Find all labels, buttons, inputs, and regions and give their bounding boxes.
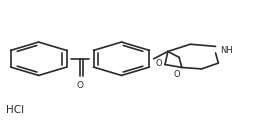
Text: NH: NH [220,46,233,55]
Text: O: O [155,59,162,68]
Text: HCl: HCl [6,105,24,115]
Text: O: O [174,70,180,79]
Text: O: O [77,81,84,89]
